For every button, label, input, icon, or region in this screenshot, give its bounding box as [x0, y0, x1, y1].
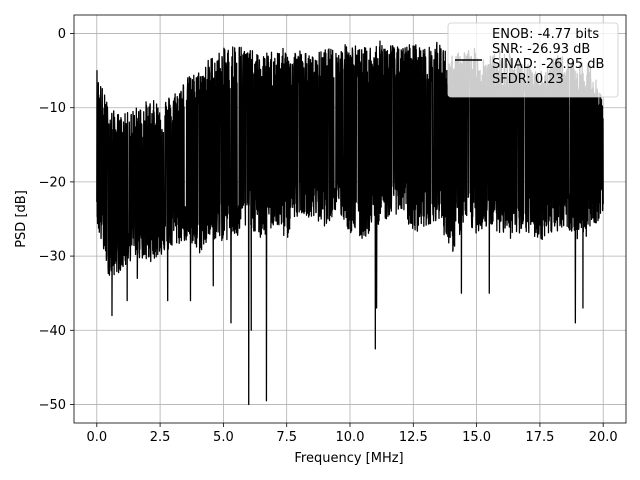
- x-tick-label: 10.0: [336, 430, 365, 445]
- y-axis-label: PSD [dB]: [14, 190, 29, 248]
- x-axis-label: Frequency [MHz]: [294, 451, 403, 466]
- y-axis-ticks: 0 −10 −20 −30 −40 −50: [39, 27, 74, 413]
- psd-line: [96, 40, 604, 406]
- legend-entry: SINAD: -26.95 dB: [492, 57, 604, 72]
- x-axis-ticks: 0.0 2.5 5.0 7.5 10.0 12.5 15.0 17.5 20.0: [86, 423, 618, 445]
- x-tick-label: 12.5: [399, 430, 428, 445]
- y-tick-label: −50: [39, 398, 66, 413]
- legend-box: [447, 22, 619, 98]
- y-tick-label: −40: [39, 324, 66, 339]
- psd-trace: [96, 40, 604, 406]
- x-tick-label: 2.5: [150, 430, 171, 445]
- x-tick-label: 0.0: [86, 430, 107, 445]
- x-tick-label: 5.0: [213, 430, 234, 445]
- legend-entry: SNR: -26.93 dB: [492, 42, 590, 57]
- y-tick-label: −30: [39, 250, 66, 265]
- y-tick-label: −10: [39, 101, 66, 116]
- y-tick-label: 0: [58, 27, 66, 42]
- x-tick-label: 17.5: [525, 430, 554, 445]
- legend-entry: SFDR: 0.23: [492, 72, 564, 87]
- legend-entry: ENOB: -4.77 bits: [492, 27, 599, 42]
- x-tick-label: 7.5: [276, 430, 297, 445]
- x-tick-label: 20.0: [589, 430, 618, 445]
- y-tick-label: −20: [39, 175, 66, 190]
- x-tick-label: 15.0: [462, 430, 491, 445]
